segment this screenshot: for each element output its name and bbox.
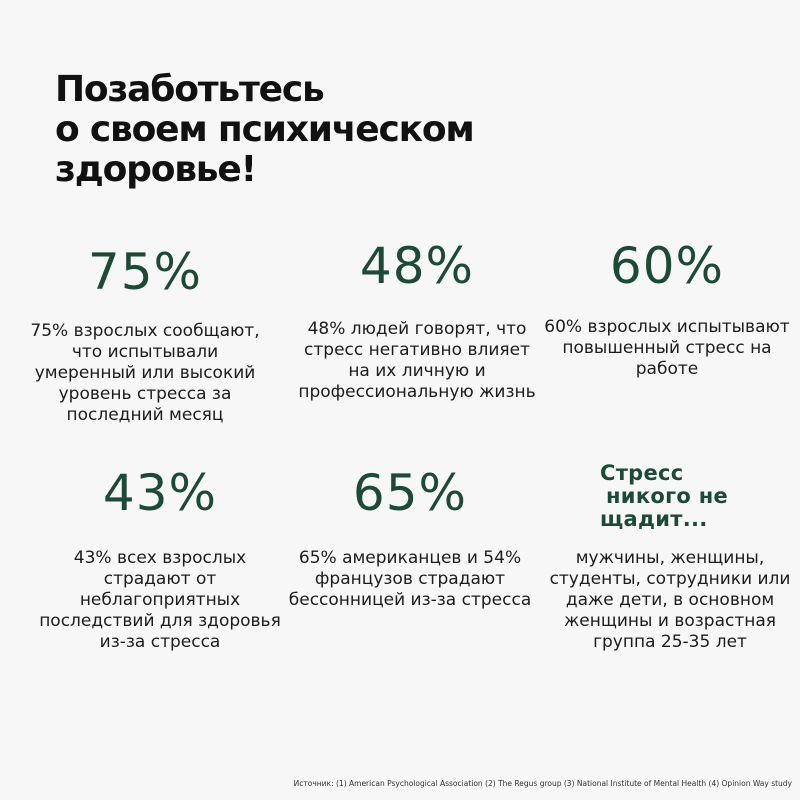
stat-description: 75% взрослых сообщают, что испытывали ум…	[30, 321, 260, 425]
stat-value: 65%	[352, 464, 468, 522]
stat-card-75: 75% 75% взрослых сообщают, что испытывал…	[20, 244, 270, 426]
stress-headline: Стресс никого не щадит...	[600, 462, 770, 531]
stat-description: 43% всех взрослых страдают от неблагопри…	[39, 548, 281, 652]
stat-card-43: 43% 43% всех взрослых страдают от неблаг…	[35, 465, 285, 653]
stat-description: 60% взрослых испытывают повышенный стрес…	[544, 317, 790, 379]
stat-value: 48%	[359, 237, 475, 295]
headline-line-1: Стресс	[600, 461, 684, 485]
stat-description: 48% людей говорят, что стресс негативно …	[298, 319, 536, 402]
source-footnote: Источник: (1) American Psychological Ass…	[293, 779, 792, 788]
title-line-3: здоровье!	[55, 149, 257, 190]
stat-card-48: 48% 48% людей говорят, что стресс негати…	[292, 238, 542, 403]
stat-value: 75%	[87, 243, 203, 301]
stat-description: 65% американцев и 54% французов страдают…	[288, 548, 532, 610]
page-title: Позаботьтесь о своем психическом здоровь…	[55, 70, 655, 190]
title-line-1: Позаботьтесь	[55, 69, 325, 110]
stat-card-65: 65% 65% американцев и 54% французов стра…	[285, 465, 535, 611]
stat-value: 60%	[609, 237, 725, 295]
stat-value: 43%	[102, 464, 218, 522]
stat-card-60: 60% 60% взрослых испытывают повышенный с…	[542, 238, 792, 380]
stress-description: мужчины, женщины, студенты, сотрудники и…	[549, 548, 791, 652]
title-line-2: о своем психическом	[55, 109, 475, 150]
headline-line-2: никого не	[606, 484, 729, 508]
headline-line-3: щадит...	[600, 507, 708, 531]
